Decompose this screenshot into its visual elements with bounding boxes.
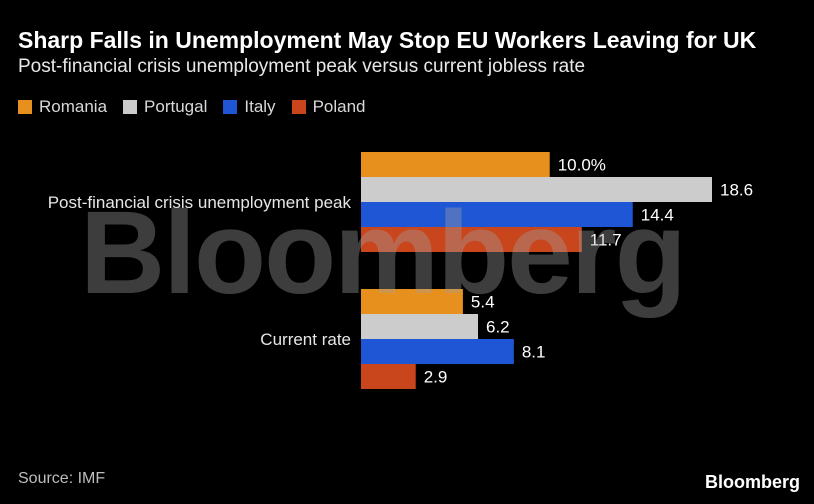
legend-item-italy: Italy	[223, 97, 276, 117]
legend-label-poland: Poland	[312, 97, 366, 116]
legend-swatch-portugal	[123, 100, 138, 114]
legend-swatch-italy	[223, 100, 238, 114]
data-label: 6.2	[486, 318, 510, 337]
data-label: 11.7	[590, 231, 622, 250]
legend-swatch-poland	[291, 100, 306, 114]
bar-italy	[361, 202, 633, 227]
data-label: 18.6	[720, 181, 753, 200]
legend-label-italy: Italy	[244, 97, 276, 116]
legend: Romania Portugal Italy Poland	[18, 97, 366, 117]
bar-portugal	[361, 314, 478, 339]
data-label: 2.9	[424, 368, 448, 387]
bloomberg-logo: Bloomberg	[704, 472, 800, 492]
chart-title: Sharp Falls in Unemployment May Stop EU …	[18, 27, 757, 53]
data-label: 10.0%	[558, 156, 606, 175]
bar-poland	[361, 364, 416, 389]
data-label: 8.1	[522, 343, 546, 362]
bar-poland	[361, 227, 582, 252]
legend-item-portugal: Portugal	[123, 97, 207, 117]
category-label: Post-financial crisis unemployment peak	[48, 193, 352, 212]
legend-label-romania: Romania	[39, 97, 108, 116]
source-note: Source: IMF	[18, 470, 106, 487]
data-label: 14.4	[641, 206, 674, 225]
data-label: 5.4	[471, 293, 495, 312]
bar-italy	[361, 339, 514, 364]
legend-label-portugal: Portugal	[144, 97, 208, 116]
bar-romania	[361, 152, 550, 177]
legend-item-romania: Romania	[18, 97, 107, 117]
legend-item-poland: Poland	[291, 97, 366, 117]
bar-romania	[361, 289, 463, 314]
chart-subtitle: Post-financial crisis unemployment peak …	[18, 56, 586, 77]
legend-swatch-romania	[18, 100, 32, 114]
category-label: Current rate	[260, 330, 351, 349]
bar-portugal	[361, 177, 712, 202]
